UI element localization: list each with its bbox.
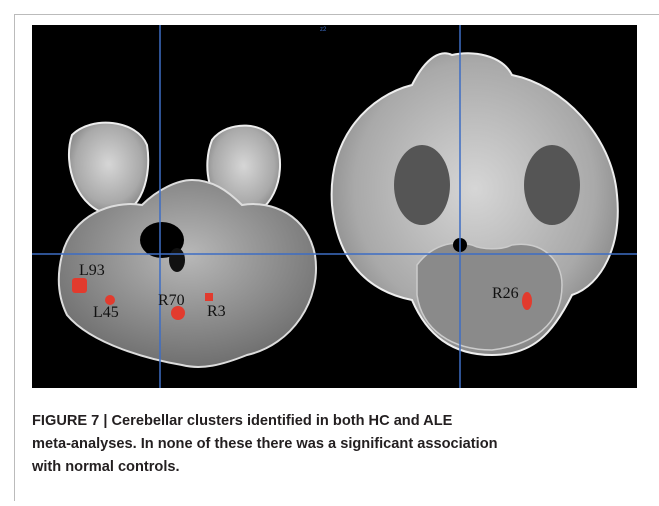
page: z2 L93 L45 R70 R3 R26 FIGURE 7 | Cerebel… — [0, 0, 659, 506]
caption-line: with normal controls. — [32, 456, 642, 479]
cluster — [72, 278, 87, 293]
cluster-label: R26 — [492, 285, 519, 302]
cluster-label: L45 — [93, 304, 119, 321]
cluster-label: R3 — [207, 303, 226, 320]
caption-line: FIGURE 7 | Cerebellar clusters identifie… — [32, 410, 642, 433]
cluster — [522, 292, 532, 310]
marker: z2 — [320, 27, 327, 33]
caption-line: meta-analyses. In none of these there wa… — [32, 433, 642, 456]
cluster-label: R70 — [158, 292, 185, 309]
cluster — [205, 293, 213, 301]
caption: FIGURE 7 | Cerebellar clusters identifie… — [32, 410, 642, 479]
brain-image: z2 L93 L45 R70 R3 R26 — [32, 25, 637, 388]
cluster-label: L93 — [79, 262, 105, 279]
